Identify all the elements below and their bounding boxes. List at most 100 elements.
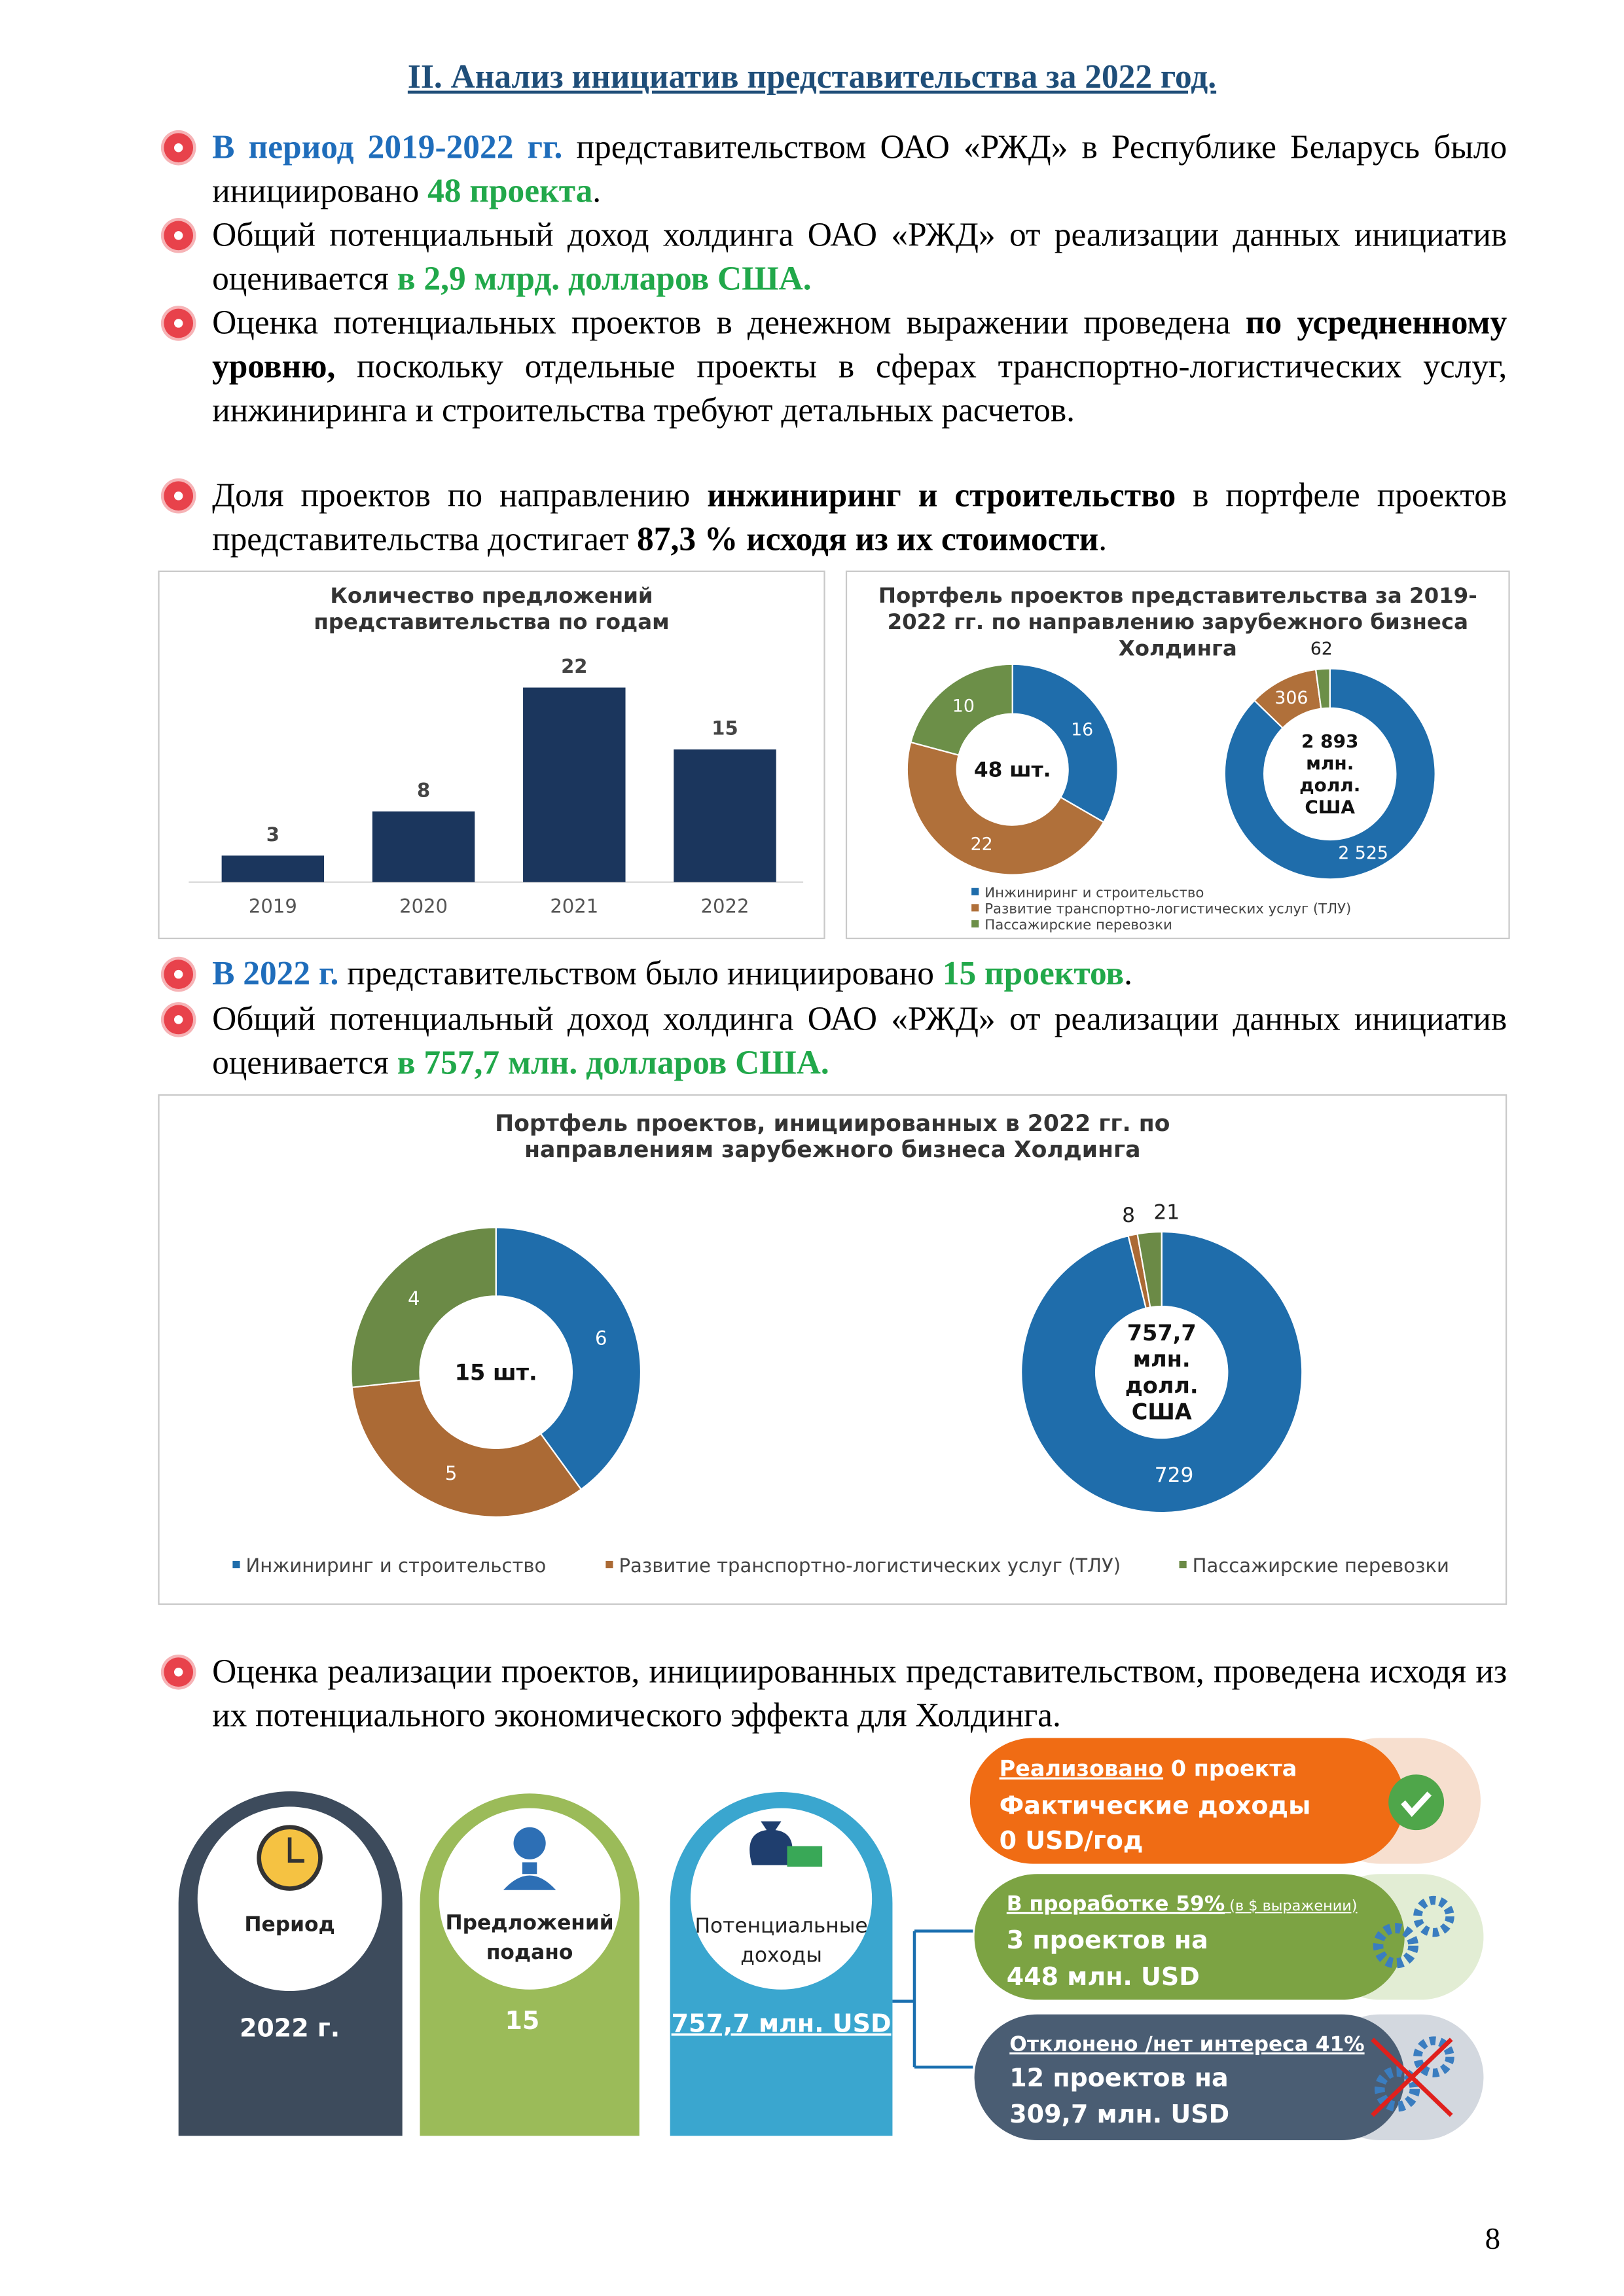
data-label: 8 [1122, 1204, 1135, 1227]
bullet-icon [164, 1657, 194, 1687]
text: Общий потенциальный доход холдинга ОАО «… [212, 1000, 1507, 1081]
bullet: Оценка реализации проектов, инициированн… [164, 1650, 1507, 1738]
bullet-icon [164, 960, 194, 989]
gear-icon [1373, 1923, 1418, 1969]
money-icon [749, 1821, 793, 1865]
text: Общий потенциальный доход холдинга ОАО «… [212, 216, 1507, 297]
center-label: 757,7 [1127, 1320, 1197, 1346]
gear-icon [1413, 2036, 1454, 2077]
chart-title: Портфель проектов представительства за 2… [878, 585, 1477, 662]
bullet: В 2022 г. представительством было иниции… [164, 952, 1507, 996]
chart-box: Количество предложений представительства… [158, 570, 825, 939]
bar [372, 811, 475, 882]
text: в 2,9 млрд. долларов США. [397, 260, 812, 297]
column-label: Период [244, 1912, 334, 1936]
bullet: В период 2019-2022 гг. представительство… [164, 126, 1507, 213]
data-label: 15 [712, 717, 738, 740]
legend-label: Развитие транспортно-логистических услуг… [984, 901, 1351, 917]
text: по усредненному уровню, [212, 304, 1507, 385]
column-label: Предложений [445, 1911, 613, 1935]
card-text: В проработке 59% [1007, 1892, 1225, 1916]
card-text: 3 проектов на [1007, 1926, 1208, 1954]
icon-circle [439, 1808, 621, 1990]
text: поскольку отдельные проекты в сферах тра… [212, 348, 1507, 429]
text: Доля проектов по направлению [212, 476, 708, 514]
bullet: Общий потенциальный доход холдинга ОАО «… [164, 213, 1507, 301]
card-text: (в $ выражении) [1225, 1897, 1357, 1914]
legend-label: Развитие транспортно-логистических услуг… [619, 1554, 1121, 1577]
text: 87,3 % исходя из их стоимости [637, 520, 1099, 558]
text: Оценка реализации проектов, инициированн… [212, 1653, 1507, 1734]
chart-box: Портфель проектов, инициированных в 2022… [158, 1094, 1507, 1605]
infographic: Период Предложений подано Потенциальные … [178, 1738, 1484, 2141]
center-label: долл. [1299, 774, 1360, 796]
data-label: 10 [952, 696, 975, 717]
text: . [1098, 520, 1108, 558]
text: 48 проекта [427, 172, 593, 209]
text: . [592, 172, 602, 209]
card-text: В проработке 59% (в $ выражении) [1007, 1892, 1358, 1916]
bulb-icon [513, 1827, 546, 1859]
page-number: 8 [1485, 2220, 1501, 2256]
legend-label: Инжиниринг и строительство [246, 1554, 547, 1577]
icon-circle [197, 1806, 382, 1992]
center-label: 48 шт. [974, 759, 1051, 782]
text: Оценка потенциальных проектов в денежном… [212, 304, 1246, 341]
card-text: 448 млн. USD [1007, 1962, 1200, 1991]
donut-segment [1314, 668, 1331, 709]
chart-title: Количество предложений представительства… [314, 585, 670, 636]
donut-segment [350, 1227, 497, 1388]
card-text: 12 проектов на [1009, 2063, 1228, 2092]
column-value: 15 [505, 2006, 540, 2035]
chart-title: Портфель проектов, инициированных в 2022… [495, 1110, 1170, 1163]
bullet-icon [164, 133, 194, 163]
data-label: 8 [417, 779, 430, 801]
x-tick-label: 2022 [701, 895, 749, 918]
legend-swatch [1179, 1560, 1187, 1569]
legend-swatch [971, 888, 979, 895]
x-tick-label: 2021 [550, 895, 598, 918]
center-label: млн. [1133, 1346, 1191, 1372]
data-label: 3 [266, 823, 280, 846]
text: представительством было инициировано [338, 955, 943, 992]
data-label: 6 [595, 1327, 607, 1350]
bullet-icon [164, 481, 194, 511]
legend-swatch [971, 904, 979, 912]
x-tick-label: 2019 [249, 895, 297, 918]
clock-hands [287, 1837, 304, 1863]
legend-label: Пассажирские перевозки [1193, 1554, 1449, 1577]
bar [523, 687, 626, 882]
bullet-icon [164, 1005, 194, 1035]
center-label: 15 шт. [455, 1359, 537, 1385]
legend-swatch [232, 1560, 240, 1569]
legend-label: Инжиниринг и строительство [984, 885, 1204, 901]
text: в 757,7 млн. долларов США. [397, 1044, 829, 1081]
gear-icon [1413, 1895, 1454, 1937]
text: В период 2019-2022 гг. [212, 128, 563, 166]
card-text: Фактические доходы [1000, 1791, 1311, 1820]
cross [1371, 2037, 1453, 2117]
card-text: Реализовано 0 проекта [1000, 1755, 1297, 1781]
bar [674, 749, 776, 882]
card [969, 1738, 1405, 1864]
data-label: 22 [971, 834, 993, 855]
text: 15 проектов [942, 955, 1125, 992]
text: представительством ОАО «РЖД» в Республик… [212, 128, 1507, 209]
data-label: 62 [1310, 639, 1333, 659]
bar [221, 855, 325, 882]
legend-swatch [605, 1560, 613, 1569]
icon-circle [690, 1808, 873, 1990]
donut-segment [495, 1227, 642, 1491]
donut-segment [906, 741, 1105, 876]
gear-icon [1374, 2066, 1420, 2112]
text: в портфеле проектов представительства до… [212, 476, 1507, 558]
column-label: подано [486, 1941, 573, 1964]
center-label: долл. [1125, 1372, 1199, 1398]
column-label: доходы [740, 1943, 822, 1967]
column-value: 757,7 млн. USD [672, 2009, 892, 2038]
donut-segment [1223, 668, 1436, 880]
